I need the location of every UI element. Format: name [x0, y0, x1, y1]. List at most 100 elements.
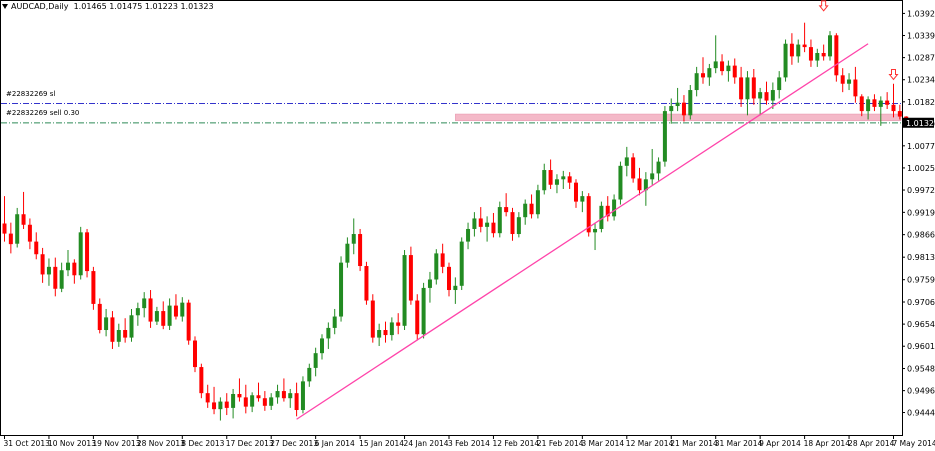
candle-body [326, 327, 331, 339]
candle-body [224, 401, 229, 408]
candle [669, 98, 674, 124]
candle [396, 313, 401, 335]
candle [662, 106, 667, 167]
candle [751, 68, 756, 105]
x-tick-label: 31 Oct 2013 [4, 439, 51, 448]
x-tick-label: 19 Nov 2013 [92, 439, 140, 448]
candle-body [27, 224, 32, 242]
candle [256, 382, 261, 402]
candle-body [758, 92, 763, 99]
candle-body [46, 266, 51, 275]
x-tick-label: 24 Jan 2014 [404, 439, 449, 448]
candle-body [866, 99, 871, 112]
candle [447, 262, 451, 297]
candle-body [542, 170, 547, 191]
candle-body [599, 205, 604, 229]
x-tick-label: 28 Nov 2013 [137, 439, 185, 448]
trendline [296, 43, 869, 420]
candle-body [440, 253, 445, 267]
trendline-layer [296, 43, 869, 420]
candle-body [288, 393, 293, 399]
candle [161, 301, 166, 330]
y-tick-label: 1.03395 [907, 32, 935, 41]
sl-order-label[interactable]: #22832269 sl [6, 90, 56, 98]
candle-body [199, 367, 204, 394]
candle-body [713, 61, 718, 69]
candle [402, 250, 407, 331]
candle [358, 228, 363, 272]
candle-body [72, 262, 77, 276]
candle-body [123, 330, 128, 338]
candle-body [783, 43, 788, 78]
candle-body [34, 241, 39, 255]
candle [599, 201, 604, 233]
x-tick-label: 12 Feb 2014 [492, 439, 539, 448]
order-lines-layer [1, 103, 902, 124]
x-tick-label: 12 Mar 2014 [626, 439, 674, 448]
candle [878, 96, 883, 126]
candle-body [485, 222, 490, 227]
candle [339, 256, 344, 322]
candle-body [815, 52, 820, 61]
candle [205, 384, 210, 408]
candle [478, 207, 483, 233]
sell-arrow-icon [818, 0, 829, 12]
candle [631, 153, 636, 183]
candle [224, 393, 229, 416]
candle-body [574, 182, 578, 202]
candle-body [66, 262, 70, 271]
candle [701, 57, 705, 84]
dropdown-triangle-icon[interactable] [2, 4, 8, 9]
candle [853, 66, 858, 103]
candle [320, 334, 324, 360]
candle-body [720, 61, 725, 72]
candle [466, 222, 471, 250]
candle [459, 237, 464, 291]
candle [720, 54, 725, 76]
candle [148, 290, 153, 328]
candle [116, 323, 121, 347]
candle-body [612, 199, 617, 217]
candle-body [707, 68, 712, 78]
candle-body [383, 330, 388, 336]
candle [269, 393, 274, 411]
candle-body [777, 77, 782, 91]
candle [713, 35, 718, 74]
candle [262, 391, 267, 411]
candle-body [186, 302, 191, 341]
x-tick-label: 27 Dec 2013 [270, 439, 318, 448]
candle [726, 60, 731, 82]
candle [142, 292, 147, 318]
candle-body [624, 157, 629, 166]
candle [694, 66, 699, 97]
candle-body [834, 35, 839, 76]
candle-body [15, 214, 20, 244]
candle [745, 71, 750, 116]
candle [370, 294, 375, 343]
candle-body [116, 330, 121, 342]
candle [46, 258, 51, 286]
candle [8, 222, 13, 254]
candle [529, 194, 534, 219]
candle [567, 172, 572, 189]
candle [154, 306, 159, 325]
sell-order-label[interactable]: #22832269 sell 0.30 [6, 109, 80, 117]
candle-body [453, 285, 458, 291]
candle-body [808, 47, 813, 61]
candle-body [173, 305, 178, 317]
x-tick-label: 21 Mar 2014 [670, 439, 718, 448]
candle-body [586, 196, 591, 233]
candle [707, 63, 712, 86]
candle-body [529, 203, 534, 215]
candle-body [300, 381, 305, 411]
candle [770, 82, 775, 109]
candles-layer [2, 22, 909, 421]
y-tick-label: 1.00775 [907, 142, 935, 151]
candle [218, 397, 223, 421]
candle-body [561, 176, 566, 180]
candle [650, 148, 655, 185]
candle-body [307, 367, 312, 382]
